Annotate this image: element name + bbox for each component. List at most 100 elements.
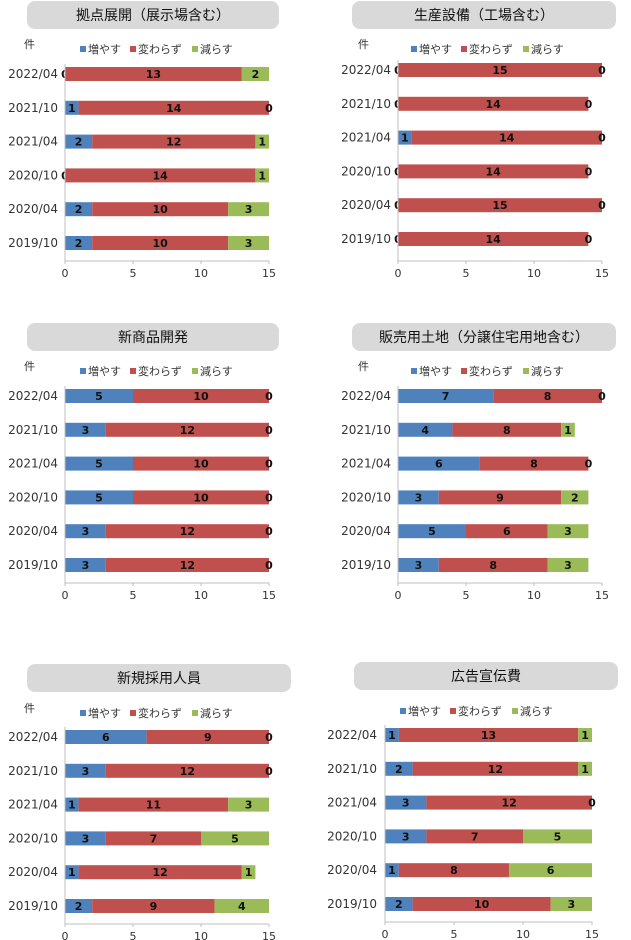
chart-6-legend-swatch-1 bbox=[400, 708, 406, 714]
chart-3-x-tick-label-3: 10 bbox=[194, 589, 208, 602]
chart-2-value-label-2-row-6: 14 bbox=[486, 233, 502, 246]
chart-3-legend-swatch-2 bbox=[130, 368, 136, 374]
chart-1-value-label-2-row-6: 10 bbox=[153, 237, 169, 250]
chart-1-bar-2-row-5 bbox=[92, 202, 229, 217]
chart-2-value-label-3-row-1: 0 bbox=[598, 64, 606, 77]
chart-4-category-label-3: 2021/04 bbox=[341, 457, 391, 471]
chart-3-bar-2-row-3 bbox=[133, 456, 269, 471]
chart-5-legend-label-1: 増やす bbox=[88, 707, 121, 720]
chart-2-bar-2-row-3 bbox=[411, 130, 602, 145]
chart-5-bar-2-row-1 bbox=[146, 730, 269, 744]
chart-1-value-label-2-row-4: 14 bbox=[153, 169, 169, 182]
chart-3-legend-swatch-3 bbox=[192, 368, 198, 374]
chart-4-value-label-2-row-2: 8 bbox=[503, 424, 511, 437]
chart-6-bar-1-row-5 bbox=[385, 863, 399, 878]
chart-4-bar-3-row-4 bbox=[561, 490, 589, 505]
chart-5-value-label-1-row-3: 1 bbox=[68, 799, 76, 812]
chart-6-value-label-1-row-6: 2 bbox=[395, 898, 403, 911]
chart-2-value-label-3-row-3: 0 bbox=[598, 132, 606, 145]
chart-2-value-label-2-row-2: 14 bbox=[486, 98, 502, 111]
chart-3-category-label-2: 2021/10 bbox=[8, 423, 58, 437]
chart-3-value-label-1-row-4: 5 bbox=[95, 491, 103, 504]
chart-5-value-label-1-row-1: 6 bbox=[102, 731, 110, 744]
chart-5-legend-label-3: 減らす bbox=[200, 706, 233, 720]
chart-6-bar-3-row-5 bbox=[509, 863, 592, 878]
chart-3-bar-1-row-5 bbox=[65, 524, 106, 539]
chart-6-category-label-4: 2020/10 bbox=[327, 829, 377, 843]
chart-3-value-label-2-row-6: 12 bbox=[180, 559, 195, 572]
chart-5-bar-2-row-2 bbox=[105, 763, 269, 778]
chart-6-value-label-3-row-6: 3 bbox=[567, 898, 575, 911]
chart-4-value-label-1-row-1: 7 bbox=[442, 390, 450, 403]
chart-4-value-label-2-row-1: 8 bbox=[544, 390, 552, 403]
chart-5-bar-3-row-6 bbox=[214, 899, 269, 913]
chart-1-category-label-1: 2022/04 bbox=[8, 67, 58, 81]
chart-1-bar-2-row-4 bbox=[65, 168, 256, 183]
chart-3-unit-label: 件 bbox=[24, 360, 35, 373]
chart-3-category-label-4: 2020/10 bbox=[8, 490, 58, 504]
chart-3-legend-label-1: 増やす bbox=[88, 365, 121, 378]
chart-title-3: 新商品開発 bbox=[27, 323, 279, 351]
chart-1-x-tick-label-1: 0 bbox=[62, 267, 69, 280]
chart-title-1: 拠点展開（展示場含む） bbox=[27, 1, 279, 29]
chart-4-category-label-2: 2021/10 bbox=[341, 423, 391, 437]
chart-6-legend-swatch-3 bbox=[512, 708, 518, 714]
chart-3-category-label-5: 2020/04 bbox=[8, 524, 58, 538]
chart-1-x-tick-label-2: 5 bbox=[130, 267, 137, 280]
chart-6-value-label-1-row-5: 1 bbox=[388, 864, 396, 877]
chart-5-value-label-2-row-1: 9 bbox=[204, 731, 212, 744]
chart-3-value-label-3-row-3: 0 bbox=[265, 458, 273, 471]
chart-5-category-label-2: 2021/10 bbox=[8, 764, 58, 778]
chart-5-bar-3-row-5 bbox=[241, 865, 256, 880]
chart-6-bar-1-row-2 bbox=[385, 761, 413, 776]
chart-1-legend-swatch-1 bbox=[80, 46, 86, 52]
chart-5-legend-label-2: 変わらず bbox=[138, 706, 182, 720]
chart-4-value-label-3-row-6: 3 bbox=[564, 559, 572, 572]
chart-6-value-label-3-row-2: 1 bbox=[581, 763, 589, 776]
chart-4-bar-3-row-6 bbox=[547, 558, 589, 572]
chart-1-bar-1-row-2 bbox=[65, 100, 79, 115]
chart-4-bar-1-row-6 bbox=[398, 558, 439, 572]
chart-5-bar-2-row-3 bbox=[78, 797, 229, 812]
chart-6-bar-1-row-6 bbox=[385, 897, 413, 911]
chart-3-value-label-3-row-5: 0 bbox=[265, 525, 273, 538]
chart-5-bar-3-row-3 bbox=[228, 797, 269, 812]
chart-5-bar-1-row-2 bbox=[65, 763, 106, 778]
chart-1-bar-3-row-1 bbox=[241, 67, 269, 81]
chart-1-bar-2-row-2 bbox=[78, 100, 269, 115]
chart-4-value-label-3-row-4: 2 bbox=[571, 491, 579, 504]
chart-6-bar-2-row-2 bbox=[412, 761, 579, 776]
chart-2-x-tick-label-4: 15 bbox=[595, 267, 609, 280]
chart-6-bar-3-row-4 bbox=[523, 829, 592, 844]
chart-6-legend-label-1: 増やす bbox=[408, 705, 441, 718]
chart-3-bar-2-row-2 bbox=[105, 422, 269, 437]
chart-5-value-label-1-row-2: 3 bbox=[82, 765, 90, 778]
chart-3-bar-1-row-6 bbox=[65, 558, 106, 572]
chart-3-x-tick-label-2: 5 bbox=[130, 589, 137, 602]
chart-2-value-label-2-row-1: 15 bbox=[492, 64, 507, 77]
chart-1-value-label-1-row-3: 2 bbox=[75, 136, 83, 149]
chart-4-category-label-4: 2020/10 bbox=[341, 490, 391, 504]
chart-3-value-label-2-row-3: 10 bbox=[193, 458, 209, 471]
chart-4-bar-2-row-2 bbox=[452, 422, 562, 437]
chart-6-value-label-1-row-3: 3 bbox=[402, 797, 410, 810]
chart-3-bar-2-row-5 bbox=[105, 524, 269, 539]
chart-2-category-label-1: 2022/04 bbox=[341, 63, 391, 77]
chart-5-bar-1-row-3 bbox=[65, 797, 79, 812]
chart-1-bar-3-row-5 bbox=[228, 202, 269, 217]
chart-5-bar-1-row-1 bbox=[65, 730, 147, 744]
chart-4-legend-label-3: 減らす bbox=[531, 364, 564, 378]
chart-1-bar-1-row-3 bbox=[65, 134, 93, 149]
chart-1-value-label-2-row-2: 14 bbox=[166, 102, 182, 115]
chart-1-category-label-2: 2021/10 bbox=[8, 101, 58, 115]
chart-4-bar-3-row-2 bbox=[561, 422, 575, 437]
chart-4-bar-1-row-4 bbox=[398, 490, 439, 505]
chart-4-bar-1-row-3 bbox=[398, 456, 480, 471]
chart-5-value-label-3-row-5: 1 bbox=[245, 866, 253, 879]
chart-4-bar-1-row-1 bbox=[398, 389, 494, 403]
chart-4-bar-2-row-1 bbox=[493, 389, 602, 403]
chart-4-legend-label-2: 変わらず bbox=[469, 364, 513, 378]
chart-2-category-label-2: 2021/10 bbox=[341, 97, 391, 111]
chart-1-value-label-2-row-3: 12 bbox=[166, 136, 181, 149]
chart-5-bar-2-row-6 bbox=[92, 899, 215, 913]
